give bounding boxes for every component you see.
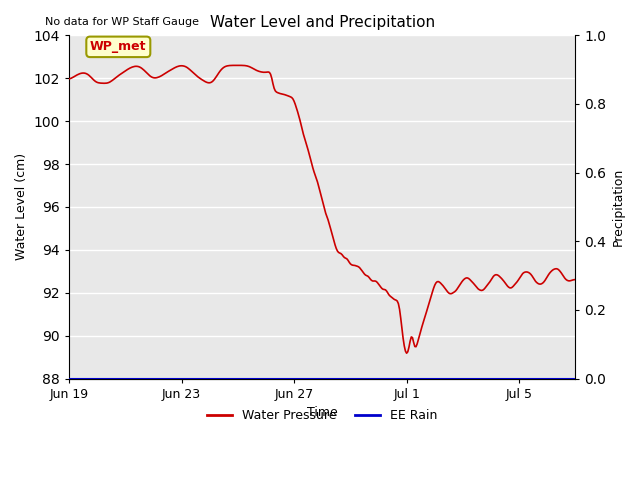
Text: No data for WP Staff Gauge: No data for WP Staff Gauge	[45, 17, 199, 27]
Title: Water Level and Precipitation: Water Level and Precipitation	[210, 15, 435, 30]
Legend: Water Pressure, EE Rain: Water Pressure, EE Rain	[202, 404, 442, 427]
Y-axis label: Water Level (cm): Water Level (cm)	[15, 154, 28, 261]
X-axis label: Time: Time	[307, 406, 337, 419]
Text: WP_met: WP_met	[90, 40, 147, 53]
Y-axis label: Precipitation: Precipitation	[612, 168, 625, 246]
